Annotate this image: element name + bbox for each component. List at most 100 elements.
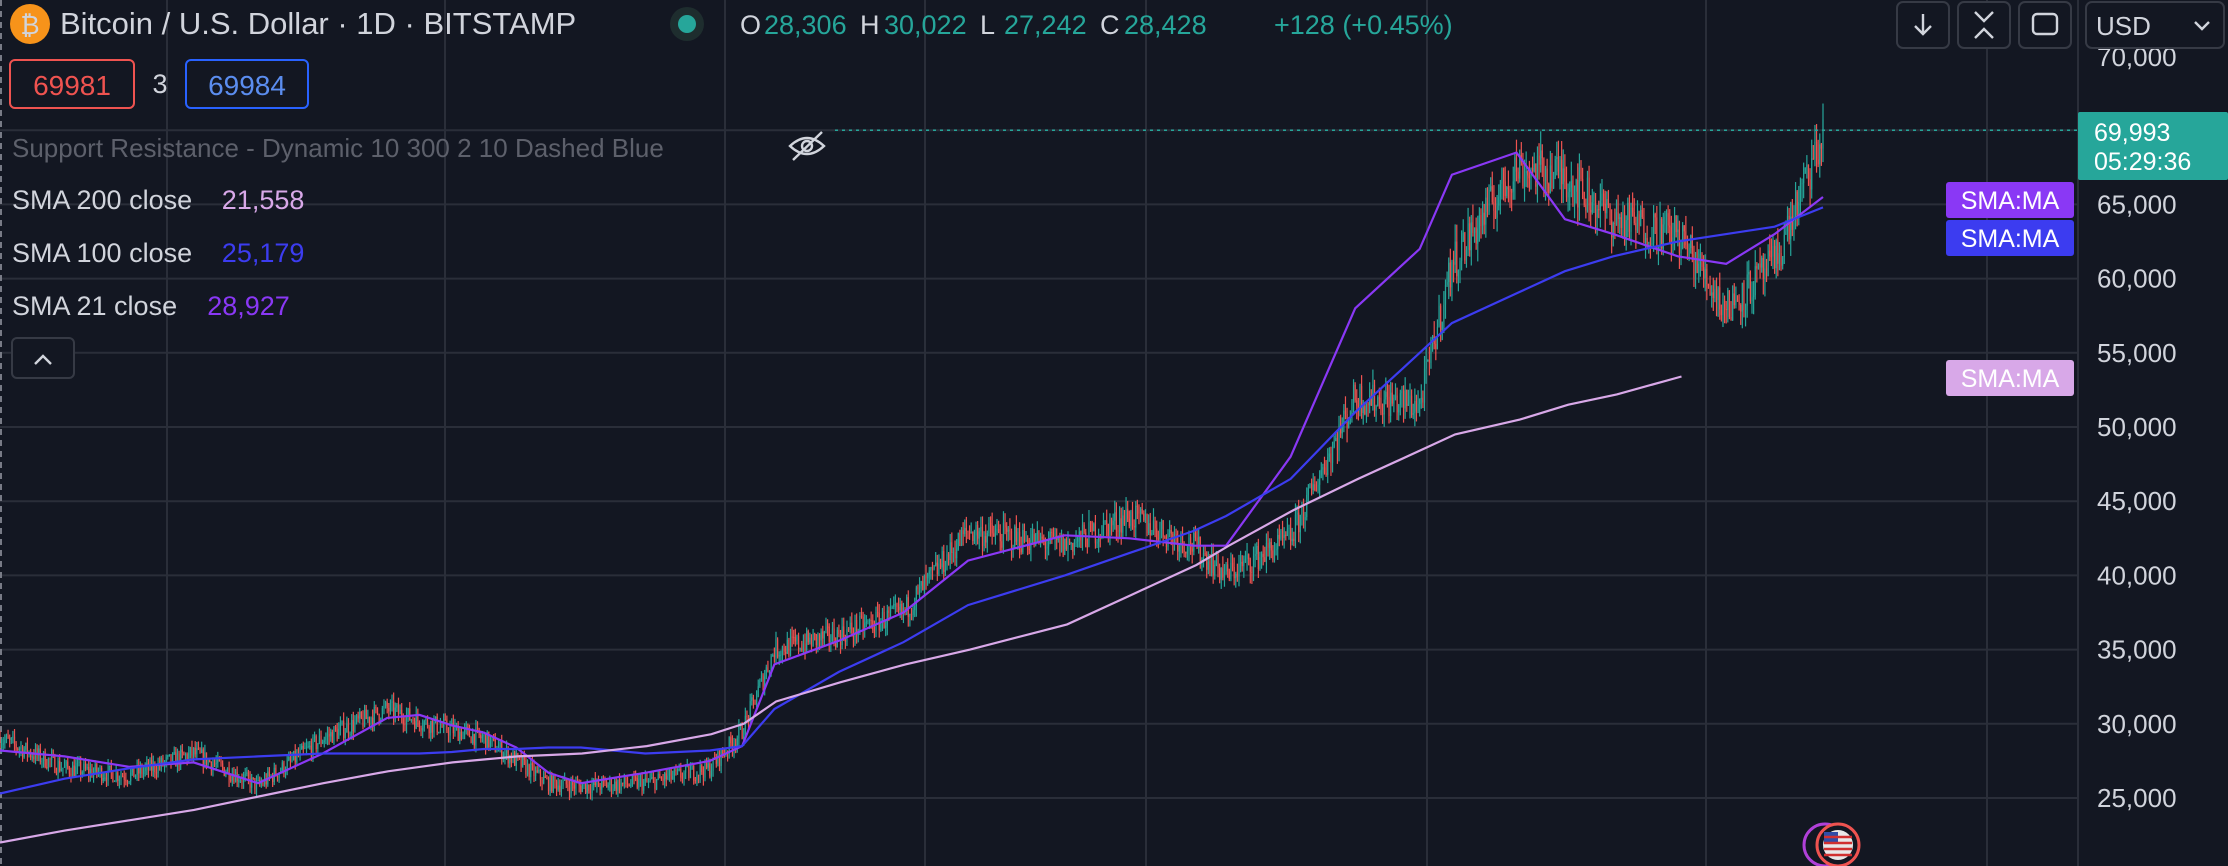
legend-collapse-button[interactable]: [11, 337, 75, 379]
candle-body: [404, 724, 406, 726]
candle-body: [476, 727, 479, 729]
candle-body: [1599, 200, 1601, 211]
candle-body: [881, 612, 884, 622]
candle: [991, 512, 993, 545]
candle: [255, 775, 258, 797]
candle: [1636, 200, 1639, 233]
buy-button[interactable]: 69984: [185, 59, 309, 109]
candle-body: [1583, 192, 1585, 205]
candle-body: [1133, 525, 1135, 528]
candle: [1259, 551, 1261, 571]
candle-body: [1617, 212, 1619, 220]
candle-body: [81, 772, 83, 775]
candle-body: [1393, 397, 1395, 404]
candle: [404, 715, 406, 732]
candle-body: [410, 719, 412, 721]
candle-body: [1553, 177, 1555, 189]
candle: [667, 769, 669, 781]
candle-body: [1536, 155, 1539, 187]
candle-body: [617, 780, 619, 791]
candle-body: [1588, 177, 1590, 210]
candle: [1112, 513, 1114, 532]
candle-body: [120, 776, 122, 780]
candle-body: [1557, 157, 1559, 172]
currency-dropdown[interactable]: USD: [2085, 1, 2225, 49]
candle: [1341, 417, 1343, 439]
candle: [1599, 183, 1601, 228]
candle-body: [1157, 538, 1159, 540]
candle: [1798, 185, 1800, 226]
candle-body: [1117, 530, 1119, 532]
candle-body: [907, 597, 909, 617]
legend-collapse-bg[interactable]: [11, 337, 75, 379]
candle: [1240, 550, 1242, 573]
candle-body: [1546, 168, 1548, 184]
candle-body: [1299, 515, 1301, 533]
candle-body: [143, 770, 145, 774]
candle: [1006, 522, 1008, 541]
candle-body: [1248, 554, 1250, 560]
candle: [1018, 522, 1021, 559]
candle: [951, 532, 953, 564]
candle: [96, 762, 98, 779]
candle: [257, 773, 259, 782]
candle: [1007, 526, 1009, 542]
collapse-button[interactable]: [1957, 1, 2011, 49]
candle-body: [999, 532, 1001, 542]
candle-body: [807, 631, 809, 643]
toolbar-button-bg[interactable]: [1957, 1, 2011, 49]
arrow-down-button[interactable]: [1896, 1, 1950, 49]
candle-body: [970, 532, 972, 534]
candle: [1717, 286, 1719, 317]
candle-body: [1780, 253, 1782, 266]
candle: [460, 727, 462, 741]
candle: [1219, 563, 1221, 584]
candle: [91, 763, 93, 778]
candle-body: [1569, 187, 1571, 192]
candle-body: [1048, 543, 1050, 547]
candle: [1060, 529, 1063, 553]
candle-body: [1304, 517, 1306, 520]
candle: [1178, 543, 1180, 562]
candle-body: [276, 775, 279, 778]
candle-body: [1549, 165, 1551, 193]
currency-dropdown-bg[interactable]: [2085, 1, 2225, 49]
candle: [599, 782, 601, 796]
candle: [1023, 523, 1026, 544]
toolbar-button-bg[interactable]: [2018, 1, 2072, 49]
candle-body: [365, 709, 367, 720]
screen-button[interactable]: [2018, 1, 2072, 49]
hidden-eye-icon[interactable]: [788, 131, 826, 161]
candle-body: [980, 526, 982, 532]
candle: [1122, 506, 1124, 538]
candle: [1694, 251, 1697, 289]
candle: [927, 572, 929, 586]
candle: [1062, 533, 1064, 558]
candle-body: [770, 655, 772, 671]
candle-body: [1819, 144, 1821, 165]
candle: [1498, 184, 1500, 211]
candle-body: [933, 565, 935, 569]
buy-button-border[interactable]: [185, 59, 309, 109]
ohlc-key-o: O: [740, 10, 761, 40]
candle-body: [1256, 545, 1258, 555]
sell-button[interactable]: 69981: [9, 59, 135, 109]
candle-body: [131, 766, 133, 773]
candle-body: [1033, 534, 1035, 545]
economic-event-marker[interactable]: [1802, 822, 1861, 866]
candle: [1820, 142, 1822, 166]
candle: [605, 779, 608, 788]
candle: [301, 743, 303, 750]
candle: [415, 706, 417, 730]
candle-body: [47, 758, 49, 768]
candle-body: [439, 726, 441, 732]
candle: [246, 767, 248, 777]
candle: [1151, 529, 1153, 536]
candle: [751, 693, 753, 706]
candle-body: [660, 778, 663, 780]
candle-body: [318, 735, 320, 744]
candle: [1385, 377, 1387, 405]
sell-button-border[interactable]: [9, 59, 135, 109]
